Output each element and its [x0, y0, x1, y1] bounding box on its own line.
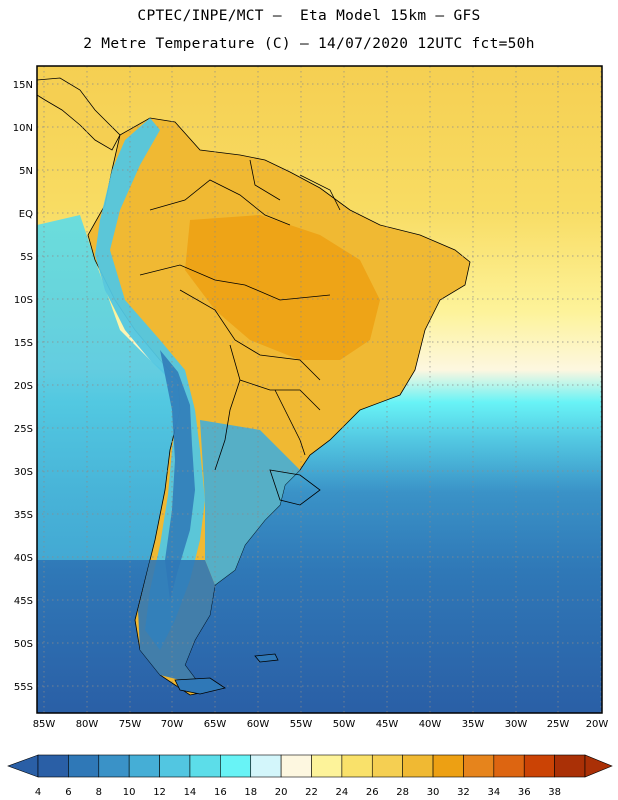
colorbar-swatch [98, 754, 130, 778]
lat-label: 55S [14, 682, 33, 693]
colorbar-label: 22 [305, 787, 318, 798]
colorbar-label: 26 [366, 787, 379, 798]
colorbar-label: 6 [65, 787, 71, 798]
lat-label: 15N [13, 80, 33, 91]
lon-label: 25W [547, 719, 570, 730]
colorbar-arrow-high [584, 754, 613, 778]
lon-label: 80W [76, 719, 99, 730]
colorbar-label: 16 [214, 787, 227, 798]
lon-label: 40W [419, 719, 442, 730]
colorbar-swatch [493, 754, 525, 778]
colorbar-label: 8 [96, 787, 102, 798]
colorbar-label: 32 [457, 787, 470, 798]
colorbar-swatch [371, 754, 403, 778]
colorbar-swatch [432, 754, 464, 778]
map-title-line-2: 2 Metre Temperature (C) – 14/07/2020 12U… [83, 36, 535, 52]
lon-label: 70W [161, 719, 184, 730]
lon-label: 20W [586, 719, 609, 730]
lon-label: 65W [204, 719, 227, 730]
colorbar-swatch [402, 754, 434, 778]
colorbar-arrow-low [7, 754, 39, 778]
colorbar-label: 38 [548, 787, 561, 798]
grid-lines [37, 66, 602, 713]
lat-label: 25S [14, 424, 33, 435]
lat-label: 5S [20, 252, 33, 263]
colorbar-swatch [280, 754, 312, 778]
lat-label: 40S [14, 553, 33, 564]
lon-label: 60W [247, 719, 270, 730]
lon-label: 85W [33, 719, 56, 730]
colorbar-swatch [220, 754, 252, 778]
colorbar-label: 10 [123, 787, 136, 798]
lat-label: 50S [14, 639, 33, 650]
lat-label: 15S [14, 338, 33, 349]
colorbar-label: 24 [336, 787, 349, 798]
central-america-land [37, 77, 121, 151]
country-borders [139, 159, 341, 506]
colorbar-label: 36 [518, 787, 531, 798]
colorbar-swatch [341, 754, 373, 778]
colorbar-label: 12 [153, 787, 166, 798]
southern-cone-cool [200, 420, 300, 585]
lon-label: 75W [119, 719, 142, 730]
colorbar-label: 14 [184, 787, 197, 798]
longitude-labels: 85W 80W 75W 70W 65W 60W 55W 50W 45W 40W … [33, 719, 609, 730]
lon-label: 45W [376, 719, 399, 730]
colorbar-label: 30 [427, 787, 440, 798]
colorbar-swatch [523, 754, 555, 778]
colorbar [7, 754, 613, 778]
colorbar-label: 4 [35, 787, 41, 798]
latitude-labels: 15N 10N 5N EQ 5S 10S 15S 20S 25S 30S 35S… [13, 80, 33, 693]
lat-label: 10N [13, 123, 33, 134]
colorbar-swatch [37, 754, 69, 778]
colorbar-label: 34 [487, 787, 500, 798]
colorbar-swatch [189, 754, 221, 778]
colorbar-swatch [159, 754, 191, 778]
lon-label: 35W [462, 719, 485, 730]
map-frame [36, 65, 603, 714]
colorbar-swatch [463, 754, 495, 778]
colorbar-swatch [554, 754, 586, 778]
lat-label: 20S [14, 381, 33, 392]
colorbar-swatch [68, 754, 100, 778]
lat-label: 35S [14, 510, 33, 521]
lat-label: 45S [14, 596, 33, 607]
lat-label: 5N [19, 166, 33, 177]
lat-label: 10S [14, 295, 33, 306]
patagonia-cold [138, 560, 215, 685]
colorbar-swatch [250, 754, 282, 778]
lon-label: 50W [333, 719, 356, 730]
lon-label: 55W [290, 719, 313, 730]
pacific-cool-band [37, 215, 185, 560]
colorbar-label: 18 [244, 787, 257, 798]
colorbar-labels: 4 6 8 10 12 14 16 18 20 22 24 26 28 30 32 34 36 38 [35, 787, 561, 798]
falkland-islands [254, 653, 279, 663]
colorbar-label: 28 [396, 787, 409, 798]
colorbar-swatch [128, 754, 160, 778]
tierra-del-fuego [174, 677, 226, 695]
lat-label: 30S [14, 467, 33, 478]
amazon-warm-core [185, 215, 380, 360]
colorbar-swatch [311, 754, 343, 778]
colorbar-label: 20 [275, 787, 288, 798]
lon-label: 30W [505, 719, 528, 730]
map-title-line-1: CPTEC/INPE/MCT – Eta Model 15km – GFS [137, 8, 481, 24]
lat-label: EQ [19, 209, 33, 220]
andes-core [160, 350, 195, 600]
